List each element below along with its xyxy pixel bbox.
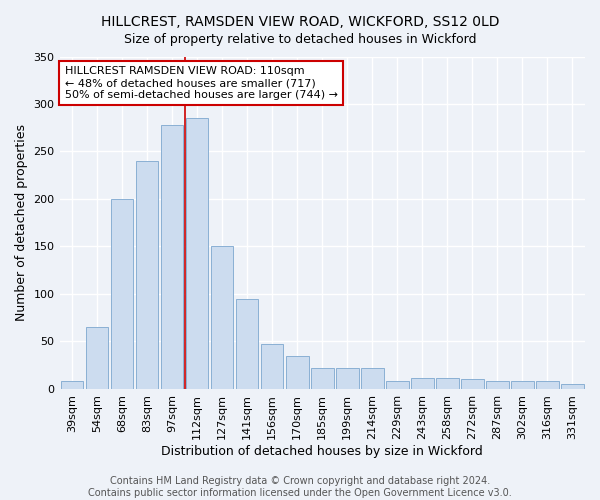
Bar [111,199,133,389]
Bar [561,384,584,389]
Bar [436,378,458,389]
Bar [336,368,359,389]
Bar [486,382,509,389]
Bar [86,327,109,389]
Bar [461,380,484,389]
Bar [311,368,334,389]
Y-axis label: Number of detached properties: Number of detached properties [15,124,28,321]
Bar [61,382,83,389]
Text: Contains HM Land Registry data © Crown copyright and database right 2024.
Contai: Contains HM Land Registry data © Crown c… [88,476,512,498]
Bar [186,118,208,389]
Bar [511,382,534,389]
Bar [286,356,308,389]
Bar [361,368,383,389]
Bar [536,382,559,389]
Bar [161,125,184,389]
Bar [136,161,158,389]
Bar [236,298,259,389]
Text: HILLCREST, RAMSDEN VIEW ROAD, WICKFORD, SS12 0LD: HILLCREST, RAMSDEN VIEW ROAD, WICKFORD, … [101,15,499,29]
Bar [386,382,409,389]
Text: Size of property relative to detached houses in Wickford: Size of property relative to detached ho… [124,32,476,46]
Bar [411,378,434,389]
Bar [211,246,233,389]
X-axis label: Distribution of detached houses by size in Wickford: Distribution of detached houses by size … [161,444,483,458]
Text: HILLCREST RAMSDEN VIEW ROAD: 110sqm
← 48% of detached houses are smaller (717)
5: HILLCREST RAMSDEN VIEW ROAD: 110sqm ← 48… [65,66,338,100]
Bar [261,344,283,389]
